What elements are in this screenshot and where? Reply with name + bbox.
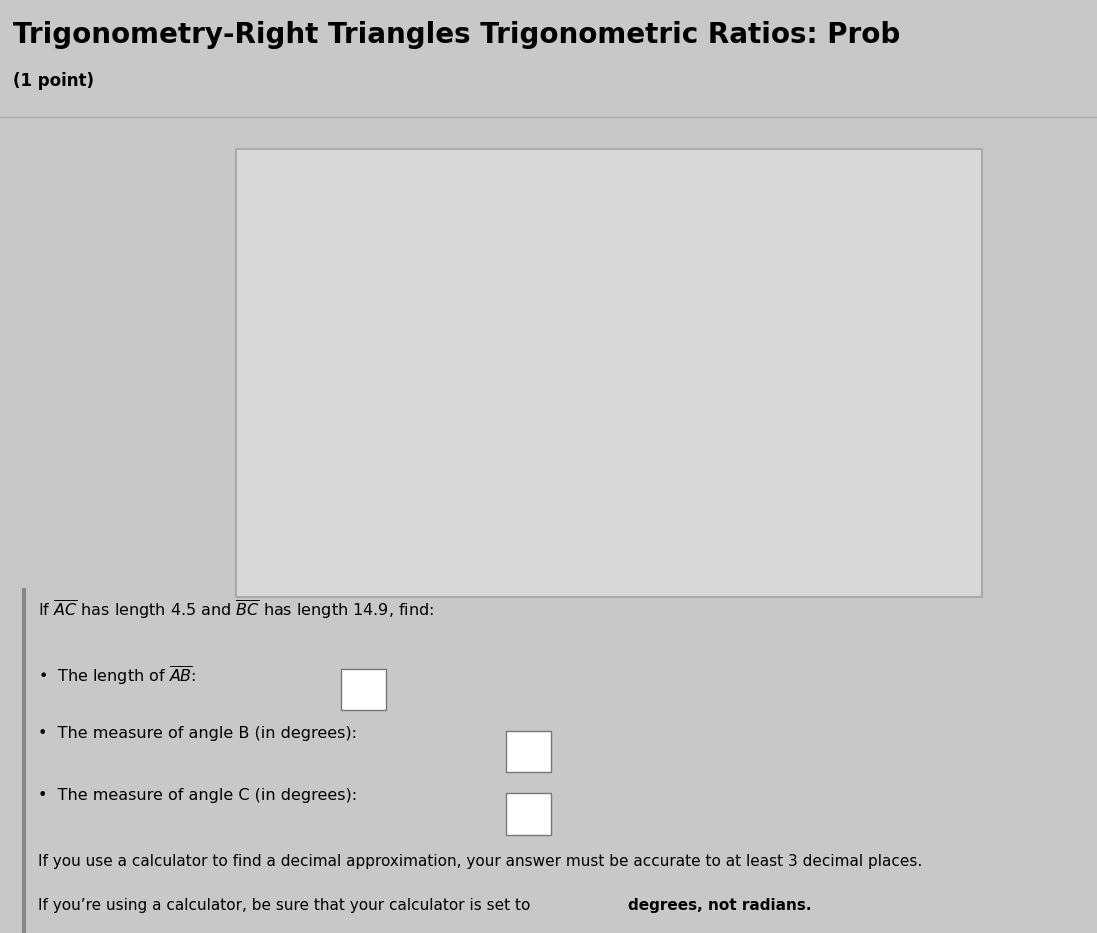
Text: (1 point): (1 point) <box>13 73 94 91</box>
FancyBboxPatch shape <box>341 669 386 710</box>
FancyBboxPatch shape <box>506 793 551 835</box>
Bar <box>22 588 26 933</box>
Text: A: A <box>360 499 372 517</box>
Text: •  The length of $\overline{AB}$:: • The length of $\overline{AB}$: <box>38 663 196 687</box>
FancyBboxPatch shape <box>506 731 551 773</box>
Text: 4.5: 4.5 <box>295 364 327 382</box>
Text: If you’re using a calculator, be sure that your calculator is set to: If you’re using a calculator, be sure th… <box>38 898 535 913</box>
Text: If $\overline{AC}$ has length 4.5 and $\overline{BC}$ has length 14.9, find:: If $\overline{AC}$ has length 4.5 and $\… <box>38 598 434 621</box>
Text: If you use a calculator to find a decimal approximation, your answer must be acc: If you use a calculator to find a decima… <box>38 854 923 869</box>
Text: C: C <box>359 240 372 258</box>
Text: Trigonometry-Right Triangles Trigonometric Ratios: Prob: Trigonometry-Right Triangles Trigonometr… <box>13 21 901 49</box>
Text: •  The measure of angle C (in degrees):: • The measure of angle C (in degrees): <box>38 788 357 803</box>
Text: 14.9: 14.9 <box>653 333 697 351</box>
Text: degrees, not radians.: degrees, not radians. <box>629 898 812 913</box>
Text: •  The measure of angle B (in degrees):: • The measure of angle B (in degrees): <box>38 726 357 741</box>
Text: B: B <box>897 499 909 517</box>
